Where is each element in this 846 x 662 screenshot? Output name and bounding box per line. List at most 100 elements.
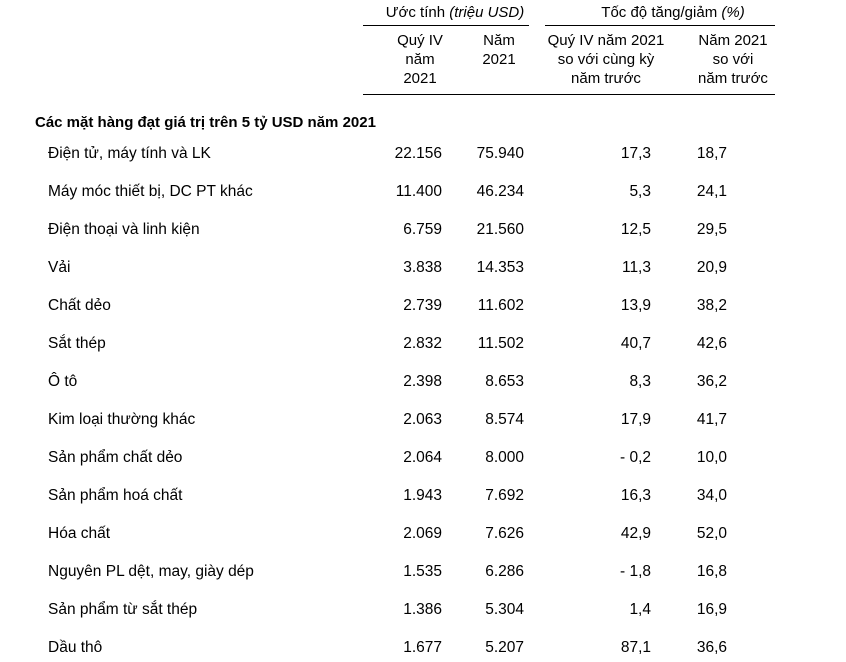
commodity-label: Vải (48, 259, 71, 276)
col-header-growth-q4-vs-prior: Quý IV năm 2021 so với cùng kỳ năm trước (529, 26, 664, 95)
growth-q4-value: 42,9 (620, 525, 651, 542)
growth-year-value: 20,9 (696, 259, 727, 276)
estimate-label-text: Ước tính (385, 4, 450, 21)
commodity-label: Sản phẩm chất dẻo (48, 449, 183, 466)
q4-2021-value: 1.943 (403, 487, 442, 504)
growth-q4-value: 8,3 (629, 373, 651, 390)
estimate-unit-text: (triệu USD) (449, 4, 525, 21)
commodity-label: Chất dẻo (48, 297, 111, 314)
growth-q4-value: 17,3 (620, 145, 651, 162)
estimate-group-label: Ước tính (triệu USD) (386, 4, 525, 21)
growth-year-value: 36,2 (696, 373, 727, 390)
table-row: Sản phẩm từ sắt thép 1.386 5.304 1,4 16,9 (0, 591, 775, 629)
header-group-estimate: Ước tính (triệu USD) (363, 0, 529, 26)
table-row: Sản phẩm chất dẻo 2.064 8.000 - 0,2 10,0 (0, 439, 775, 477)
q4-2021-value: 1.386 (403, 601, 442, 618)
col-header-growth-year-vs-prior: Năm 2021 so với năm trước (659, 26, 775, 95)
q4-2021-value: 2.063 (403, 411, 442, 428)
growth-year-value: 52,0 (696, 525, 727, 542)
year-2021-value: 5.304 (485, 601, 524, 618)
year-2021-value: 11.602 (477, 297, 524, 314)
col-header-year-2021-lines: Năm 2021 (482, 32, 516, 68)
growth-label-text: Tốc độ tăng/giảm (601, 4, 722, 21)
growth-year-value: 29,5 (696, 221, 727, 238)
growth-year-value: 42,6 (696, 335, 727, 352)
q4-2021-value: 1.677 (403, 639, 442, 656)
section-header-row: Các mặt hàng đạt giá trị trên 5 tỷ USD n… (0, 95, 775, 136)
growth-group-rule: Tốc độ tăng/giảm (%) (545, 0, 775, 26)
growth-year-value: 10,0 (696, 449, 727, 466)
table-row: Dầu thô 1.677 5.207 87,1 36,6 (0, 629, 775, 662)
growth-q4-value: 40,7 (620, 335, 651, 352)
growth-q4-value: 11,3 (621, 259, 651, 276)
q4-2021-value: 2.739 (403, 297, 442, 314)
year-2021-value: 8.574 (485, 411, 524, 428)
commodity-label: Sản phẩm hoá chất (48, 487, 183, 504)
q4-2021-value: 6.759 (403, 221, 442, 238)
commodity-label: Kim loại thường khác (48, 411, 196, 428)
estimate-group-rule: Ước tính (triệu USD) (363, 0, 529, 26)
growth-q4-value: 1,4 (629, 601, 651, 618)
col-header-growth-q4-lines: Quý IV năm 2021 so với cùng kỳ năm trước (547, 32, 665, 87)
q4-2021-value: 2.064 (403, 449, 442, 466)
table-row: Vải 3.838 14.353 11,3 20,9 (0, 249, 775, 287)
growth-q4-value: 16,3 (620, 487, 651, 504)
commodity-label: Hóa chất (48, 525, 111, 542)
commodity-label: Ô tô (48, 373, 78, 390)
q4-2021-value: 1.535 (403, 563, 442, 580)
column-header-row: Quý IV năm 2021 Năm 2021 Quý IV năm 2021… (0, 26, 775, 95)
table-row: Chất dẻo 2.739 11.602 13,9 38,2 (0, 287, 775, 325)
q4-2021-value: 2.398 (403, 373, 442, 390)
table-row: Ô tô 2.398 8.653 8,3 36,2 (0, 363, 775, 401)
commodity-label: Nguyên PL dệt, may, giày dép (48, 563, 254, 580)
year-2021-value: 7.692 (485, 487, 524, 504)
commodity-label: Sắt thép (48, 335, 106, 352)
col-header-year-2021: Năm 2021 (449, 26, 529, 95)
growth-q4-value: - 1,8 (619, 563, 651, 580)
q4-2021-value: 22.156 (394, 145, 442, 162)
growth-q4-value: 13,9 (620, 297, 651, 314)
growth-unit-text: (%) (721, 4, 745, 21)
table-row: Sắt thép 2.832 11.502 40,7 42,6 (0, 325, 775, 363)
year-2021-value: 75.940 (476, 145, 524, 162)
growth-year-value: 34,0 (696, 487, 727, 504)
year-2021-value: 11.502 (477, 335, 524, 352)
group-header-row: Ước tính (triệu USD) Tốc độ tăng/giảm (%… (0, 0, 775, 26)
table-row: Hóa chất 2.069 7.626 42,9 52,0 (0, 515, 775, 553)
col-header-q4-2021-lines: Quý IV năm 2021 (397, 32, 443, 87)
q4-2021-value: 11.400 (395, 183, 442, 200)
growth-q4-value: 17,9 (620, 411, 651, 428)
commodity-label: Máy móc thiết bị, DC PT khác (48, 183, 253, 200)
year-2021-value: 7.626 (485, 525, 524, 542)
year-2021-value: 21.560 (476, 221, 524, 238)
table-row: Điện thoại và linh kiện 6.759 21.560 12,5 29… (0, 211, 775, 249)
year-2021-value: 8.000 (485, 449, 524, 466)
section-title: Các mặt hàng đạt giá trị trên 5 tỷ USD n… (35, 113, 376, 131)
growth-q4-value: - 0,2 (619, 449, 651, 466)
header-group-growth: Tốc độ tăng/giảm (%) (529, 0, 775, 26)
q4-2021-value: 2.832 (403, 335, 442, 352)
growth-year-value: 24,1 (696, 183, 727, 200)
table-row: Kim loại thường khác 2.063 8.574 17,9 41,7 (0, 401, 775, 439)
col-header-q4-2021: Quý IV năm 2021 (363, 26, 449, 95)
year-2021-value: 14.353 (476, 259, 524, 276)
import-statistics-table: Ước tính (triệu USD) Tốc độ tăng/giảm (%… (0, 0, 775, 662)
table-body: Các mặt hàng đạt giá trị trên 5 tỷ USD n… (0, 95, 775, 662)
growth-q4-value: 87,1 (620, 639, 651, 656)
commodity-label: Điện thoại và linh kiện (48, 221, 200, 238)
commodity-label: Dầu thô (48, 639, 103, 656)
growth-group-label: Tốc độ tăng/giảm (%) (601, 4, 744, 21)
growth-year-value: 16,9 (696, 601, 727, 618)
year-2021-value: 46.234 (476, 183, 524, 200)
table-row: Điện tử, máy tính và LK 22.156 75.940 17,3 1… (0, 135, 775, 173)
table-row: Sản phẩm hoá chất 1.943 7.692 16,3 34,0 (0, 477, 775, 515)
year-2021-value: 8.653 (485, 373, 524, 390)
growth-q4-value: 5,3 (629, 183, 651, 200)
growth-q4-value: 12,5 (620, 221, 651, 238)
table-row: Nguyên PL dệt, may, giày dép 1.535 6.286 - … (0, 553, 775, 591)
year-2021-value: 6.286 (485, 563, 524, 580)
growth-year-value: 36,6 (696, 639, 727, 656)
table-row: Máy móc thiết bị, DC PT khác 11.400 46.234… (0, 173, 775, 211)
header-empty-cell-2 (0, 26, 363, 95)
growth-year-value: 38,2 (696, 297, 727, 314)
